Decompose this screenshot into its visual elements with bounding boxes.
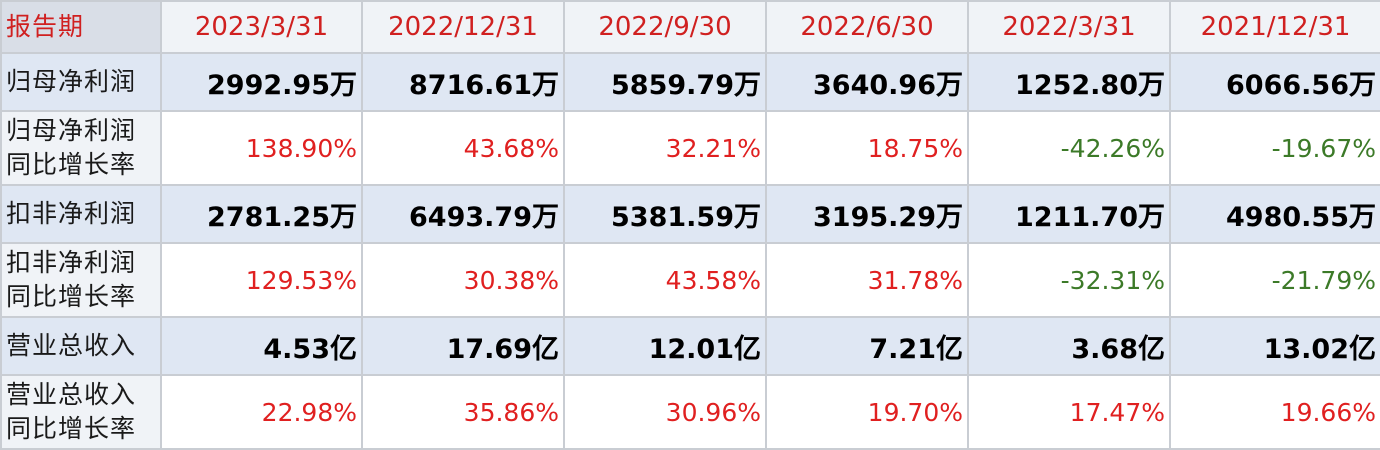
row-label: 归母净利润 同比增长率 (0, 110, 162, 186)
table-row: 营业总收入 4.53亿 17.69亿 12.01亿 7.21亿 3.68亿 13… (0, 316, 1380, 376)
value-cell: 17.69亿 (361, 316, 565, 376)
growth-cell: 30.96% (563, 374, 767, 450)
growth-cell: 43.58% (563, 242, 767, 318)
period-header: 2022/6/30 (765, 0, 969, 54)
row-label: 营业总收入 同比增长率 (0, 374, 162, 450)
row-label: 扣非净利润 同比增长率 (0, 242, 162, 318)
period-header: 2022/12/31 (361, 0, 565, 54)
value-cell: 7.21亿 (765, 316, 969, 376)
header-row: 报告期 2023/3/31 2022/12/31 2022/9/30 2022/… (0, 0, 1380, 54)
period-header: 2022/3/31 (967, 0, 1171, 54)
row-label-line: 同比增长率 (6, 282, 137, 311)
value-cell: 5381.59万 (563, 184, 767, 244)
period-header: 2022/9/30 (563, 0, 767, 54)
growth-cell: -32.31% (967, 242, 1171, 318)
table-row: 营业总收入 同比增长率 22.98% 35.86% 30.96% 19.70% … (0, 374, 1380, 450)
row-label: 扣非净利润 (0, 184, 162, 244)
row-label-line: 归母净利润 (6, 116, 137, 145)
value-cell: 3640.96万 (765, 52, 969, 112)
value-cell: 6066.56万 (1169, 52, 1380, 112)
growth-cell: 35.86% (361, 374, 565, 450)
value-cell: 3195.29万 (765, 184, 969, 244)
value-cell: 4.53亿 (160, 316, 363, 376)
value-cell: 6493.79万 (361, 184, 565, 244)
value-cell: 3.68亿 (967, 316, 1171, 376)
growth-cell: 19.66% (1169, 374, 1380, 450)
value-cell: 4980.55万 (1169, 184, 1380, 244)
growth-cell: 31.78% (765, 242, 969, 318)
value-cell: 1211.70万 (967, 184, 1171, 244)
table-row: 归母净利润 同比增长率 138.90% 43.68% 32.21% 18.75%… (0, 110, 1380, 186)
growth-cell: 30.38% (361, 242, 565, 318)
table-row: 归母净利润 2992.95万 8716.61万 5859.79万 3640.96… (0, 52, 1380, 112)
growth-cell: 19.70% (765, 374, 969, 450)
period-header: 2021/12/31 (1169, 0, 1380, 54)
row-label-line: 同比增长率 (6, 150, 137, 179)
value-cell: 8716.61万 (361, 52, 565, 112)
period-header: 2023/3/31 (160, 0, 363, 54)
value-cell: 1252.80万 (967, 52, 1171, 112)
row-label: 归母净利润 (0, 52, 162, 112)
growth-cell: -21.79% (1169, 242, 1380, 318)
table-row: 扣非净利润 2781.25万 6493.79万 5381.59万 3195.29… (0, 184, 1380, 244)
value-cell: 5859.79万 (563, 52, 767, 112)
growth-cell: 22.98% (160, 374, 363, 450)
growth-cell: 138.90% (160, 110, 363, 186)
value-cell: 2992.95万 (160, 52, 363, 112)
growth-cell: -19.67% (1169, 110, 1380, 186)
growth-cell: 17.47% (967, 374, 1171, 450)
growth-cell: 18.75% (765, 110, 969, 186)
row-label-line: 扣非净利润 (6, 248, 137, 277)
growth-cell: 129.53% (160, 242, 363, 318)
table-row: 扣非净利润 同比增长率 129.53% 30.38% 43.58% 31.78%… (0, 242, 1380, 318)
growth-cell: 43.68% (361, 110, 565, 186)
value-cell: 12.01亿 (563, 316, 767, 376)
row-label-line: 同比增长率 (6, 414, 137, 443)
period-label: 报告期 (0, 0, 162, 54)
value-cell: 2781.25万 (160, 184, 363, 244)
value-cell: 13.02亿 (1169, 316, 1380, 376)
growth-cell: -42.26% (967, 110, 1171, 186)
row-label: 营业总收入 (0, 316, 162, 376)
row-label-line: 营业总收入 (6, 380, 137, 409)
growth-cell: 32.21% (563, 110, 767, 186)
